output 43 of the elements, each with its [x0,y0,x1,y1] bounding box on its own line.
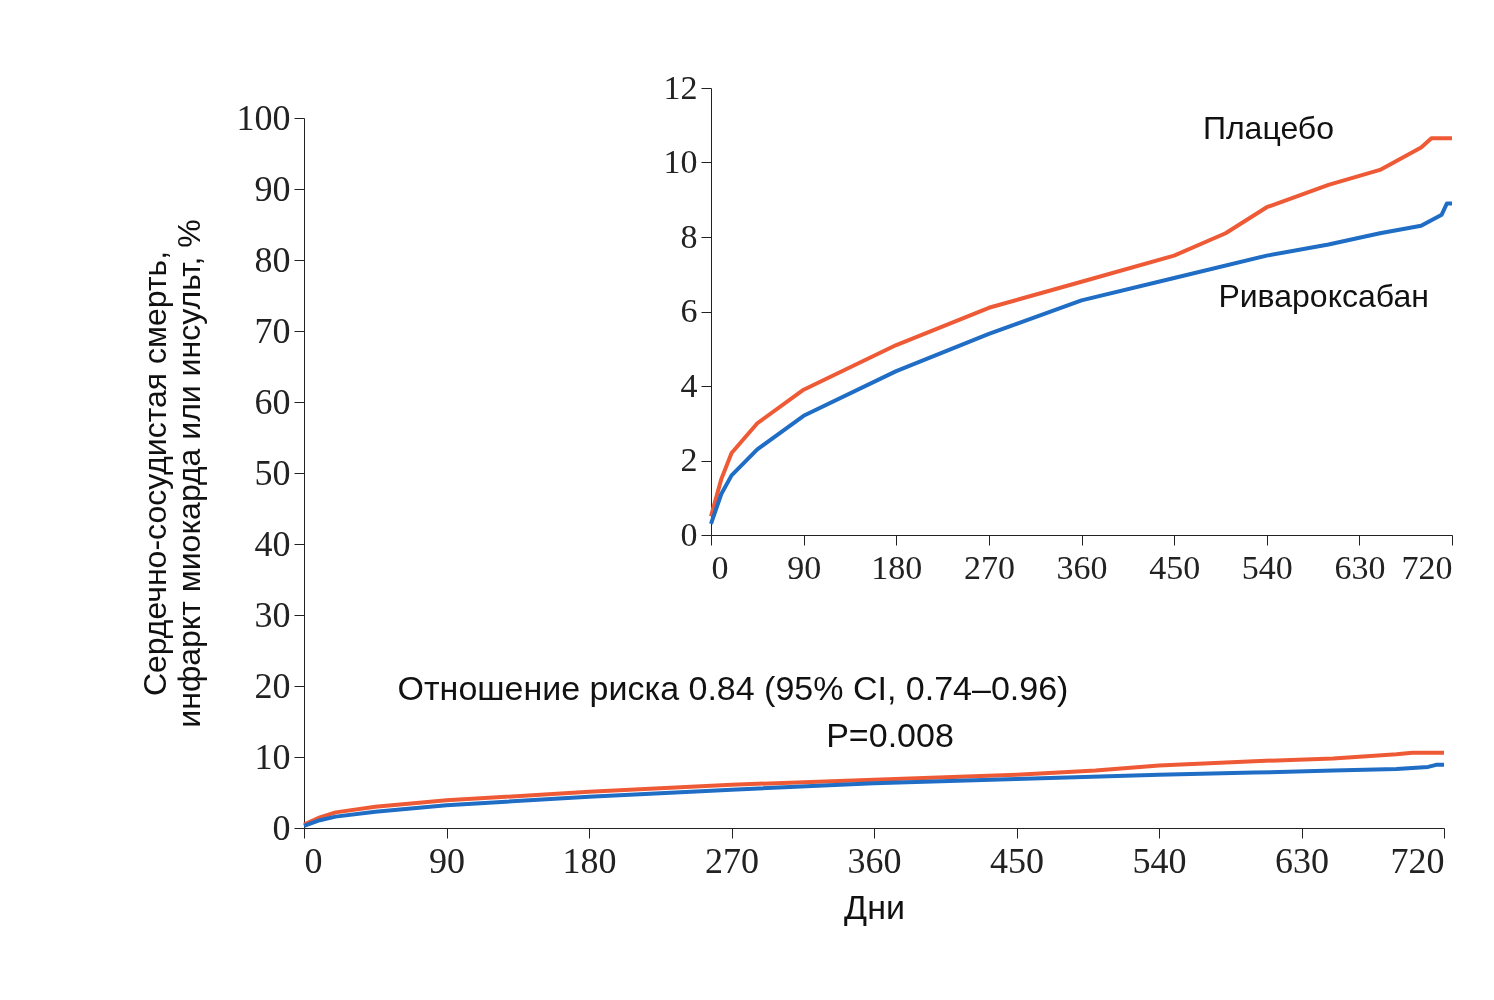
y-tick-label: 10 [254,736,291,777]
annotation: Отношение риска 0.84 (95% CI, 0.74–0.96) [397,669,1069,707]
y-tick-label: 90 [254,168,291,209]
x-tick-label: 180 [871,548,923,586]
y-tick-label: 20 [254,665,291,706]
x-tick-label: 720 [1390,840,1445,881]
y-tick-label: 4 [680,366,698,404]
x-tick-label: 90 [429,840,465,881]
y-axis-title: Сердечно-сосудистая смерть, инфаркт миокарда или инсульт, % [136,219,207,728]
x-tick-label: 360 [847,840,902,881]
y-tick-label: 100 [236,97,291,138]
series-label: Ривароксабан [1218,277,1429,314]
y-tick-label: 10 [663,143,698,180]
x-tick-label: 270 [963,548,1015,586]
x-tick-label: 720 [1401,548,1453,586]
x-axis-title: Дни [844,887,905,926]
x-tick-label: 180 [562,840,617,881]
y-tick-label: 30 [254,594,291,635]
x-tick-label: 630 [1334,548,1386,586]
y-tick-label: 0 [680,515,698,553]
x-tick-label: 270 [705,840,759,881]
annotation: P=0.008 [826,716,954,754]
y-tick-label: 80 [254,239,291,280]
y-tick-label: 12 [663,68,698,106]
x-tick-label: 90 [787,548,822,586]
y-tick-label: 40 [254,523,291,564]
y-tick-label: 2 [680,441,698,478]
x-tick-label: 450 [1149,548,1201,586]
x-tick-label: 360 [1056,548,1108,586]
line-series [709,201,1454,526]
y-tick-label: 60 [254,381,291,422]
y-tick-label: 0 [272,807,291,848]
y-tick-label: 8 [680,217,698,255]
x-tick-label: 0 [304,840,323,881]
x-tick-label: 630 [1275,840,1329,881]
x-tick-label: 450 [990,840,1044,881]
y-tick-label: 70 [254,310,291,351]
x-tick-label: 0 [711,548,729,586]
y-tick-label: 50 [254,452,291,493]
x-tick-label: 540 [1132,840,1187,881]
y-tick-label: 6 [680,292,698,329]
series-label: Плацебо [1202,109,1334,146]
x-tick-label: 540 [1241,548,1293,586]
